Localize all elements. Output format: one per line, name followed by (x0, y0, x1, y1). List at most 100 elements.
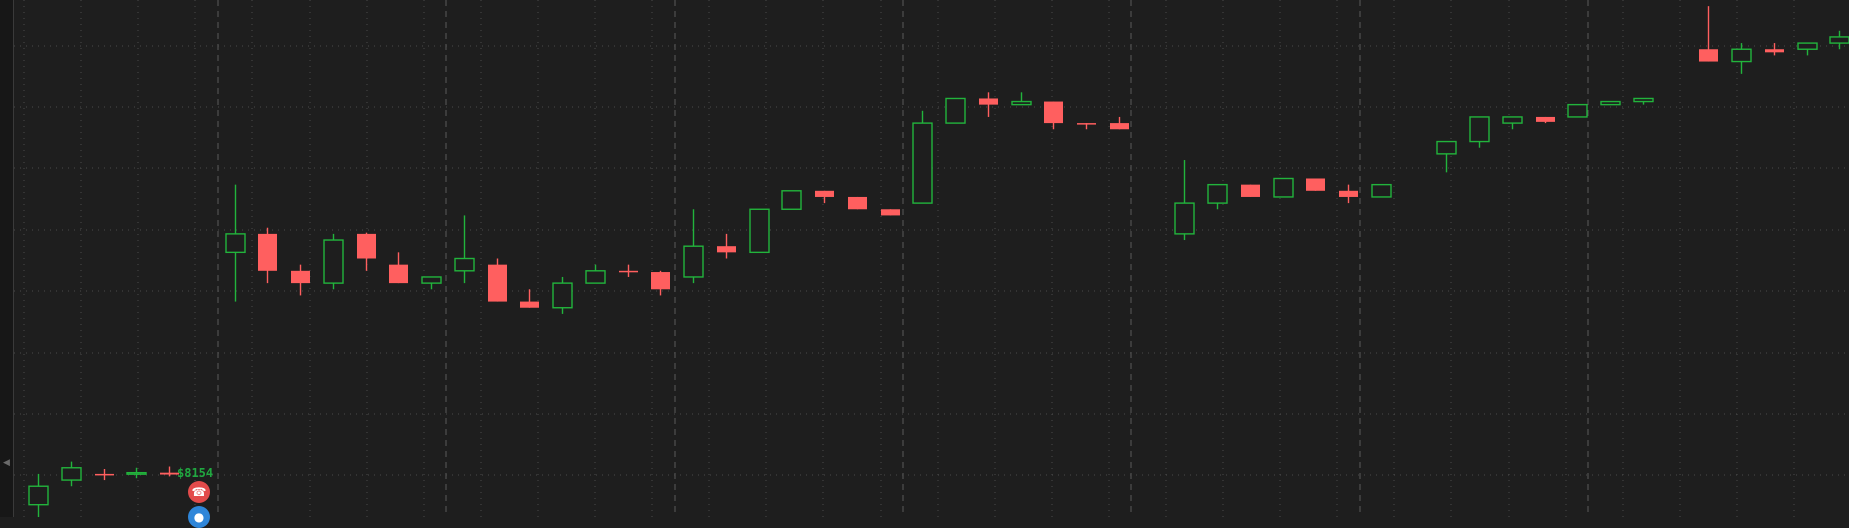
candle-body (1339, 190, 1358, 197)
candle-body (28, 485, 49, 506)
candle-body (291, 270, 310, 284)
candle-down[interactable] (1110, 116, 1129, 130)
dot-icon[interactable]: ● (188, 506, 210, 528)
candle-up[interactable] (1731, 43, 1752, 74)
candle-down[interactable] (357, 232, 376, 271)
candle-down[interactable] (488, 258, 507, 302)
candle-down[interactable] (389, 252, 408, 284)
candle-up[interactable] (912, 110, 933, 204)
candle-body (1306, 178, 1325, 191)
candle-body (651, 272, 670, 290)
candle-body (1731, 48, 1752, 63)
candle-up[interactable] (585, 264, 606, 284)
candle-down[interactable] (1765, 43, 1784, 56)
candle-body (552, 282, 573, 309)
candle-down[interactable] (717, 233, 736, 259)
candle-down[interactable] (258, 227, 277, 284)
candle-up[interactable] (945, 97, 966, 124)
candle-down[interactable] (95, 468, 114, 481)
candle-down[interactable] (520, 289, 539, 308)
candle-up[interactable] (1502, 116, 1523, 130)
candle-down[interactable] (160, 466, 179, 477)
candle-down[interactable] (1077, 123, 1096, 130)
candle-up[interactable] (61, 461, 82, 487)
candle-down[interactable] (1536, 116, 1555, 124)
candle-down[interactable] (651, 270, 670, 296)
candle-body (815, 190, 834, 197)
candle-down[interactable] (291, 264, 310, 296)
candle-body (1567, 103, 1588, 118)
grid (14, 0, 1849, 517)
candle-up[interactable] (1174, 160, 1195, 241)
candle-body (323, 239, 344, 284)
candle-up[interactable] (781, 190, 802, 210)
candle-body (1600, 100, 1621, 106)
candle-body (1502, 116, 1523, 124)
candle-body (95, 473, 114, 476)
candle-body (619, 270, 638, 273)
candle-body (585, 270, 606, 284)
candle-body (357, 233, 376, 259)
candle-up[interactable] (1011, 92, 1032, 106)
left-axis-strip[interactable]: ◀ (0, 0, 14, 517)
candle-up[interactable] (1207, 183, 1228, 210)
candle-body (979, 98, 998, 105)
candle-body (1011, 100, 1032, 106)
candle-down[interactable] (1339, 184, 1358, 204)
candle-body (1371, 183, 1392, 198)
candle-body (1797, 42, 1818, 50)
candle-up[interactable] (1829, 30, 1849, 50)
candle-down[interactable] (1306, 178, 1325, 191)
phone-icon[interactable]: ☎ (188, 481, 210, 503)
candle-body (1044, 101, 1063, 124)
candle-up[interactable] (323, 233, 344, 290)
candle-body (225, 233, 246, 254)
candle-body (126, 471, 147, 475)
candle-body (781, 190, 802, 210)
candle-up[interactable] (225, 184, 246, 302)
candle-body (1765, 49, 1784, 53)
candle-down[interactable] (881, 209, 900, 216)
candle-up[interactable] (1797, 42, 1818, 56)
candle-down[interactable] (1699, 6, 1718, 62)
candle-down[interactable] (619, 264, 638, 277)
collapse-arrow-icon[interactable]: ◀ (3, 458, 10, 468)
candle-down[interactable] (848, 196, 867, 210)
candle-body (61, 467, 82, 481)
candle-up[interactable] (1371, 183, 1392, 198)
candle-body (160, 472, 179, 475)
candle-up[interactable] (126, 467, 147, 479)
candle-body (1110, 123, 1129, 130)
candle-body (1633, 97, 1654, 103)
candle-body (1241, 184, 1260, 197)
candle-up[interactable] (1567, 103, 1588, 118)
candle-body (258, 233, 277, 271)
candle-body (881, 209, 900, 216)
candle-body (749, 208, 770, 254)
candle-up[interactable] (1600, 100, 1621, 106)
candle-down[interactable] (815, 190, 834, 204)
candle-down[interactable] (1241, 184, 1260, 197)
candle-body (1699, 49, 1718, 62)
candle-body (717, 246, 736, 253)
candle-body (520, 301, 539, 308)
candle-up[interactable] (749, 208, 770, 254)
candle-up[interactable] (421, 276, 442, 290)
candle-up[interactable] (552, 276, 573, 314)
candle-body (1436, 140, 1457, 155)
candle-up[interactable] (454, 215, 475, 284)
candle-body (454, 257, 475, 272)
candle-body (945, 97, 966, 124)
candle-body (1174, 202, 1195, 235)
candle-up[interactable] (28, 473, 49, 517)
candle-up[interactable] (1633, 97, 1654, 105)
candle-up[interactable] (1469, 116, 1490, 148)
candle-down[interactable] (1044, 101, 1063, 130)
candle-body (1829, 36, 1849, 44)
candle-up[interactable] (1273, 177, 1294, 198)
candle-down[interactable] (979, 92, 998, 117)
candle-body (1536, 116, 1555, 122)
candle-up[interactable] (683, 209, 704, 284)
candle-up[interactable] (1436, 140, 1457, 173)
